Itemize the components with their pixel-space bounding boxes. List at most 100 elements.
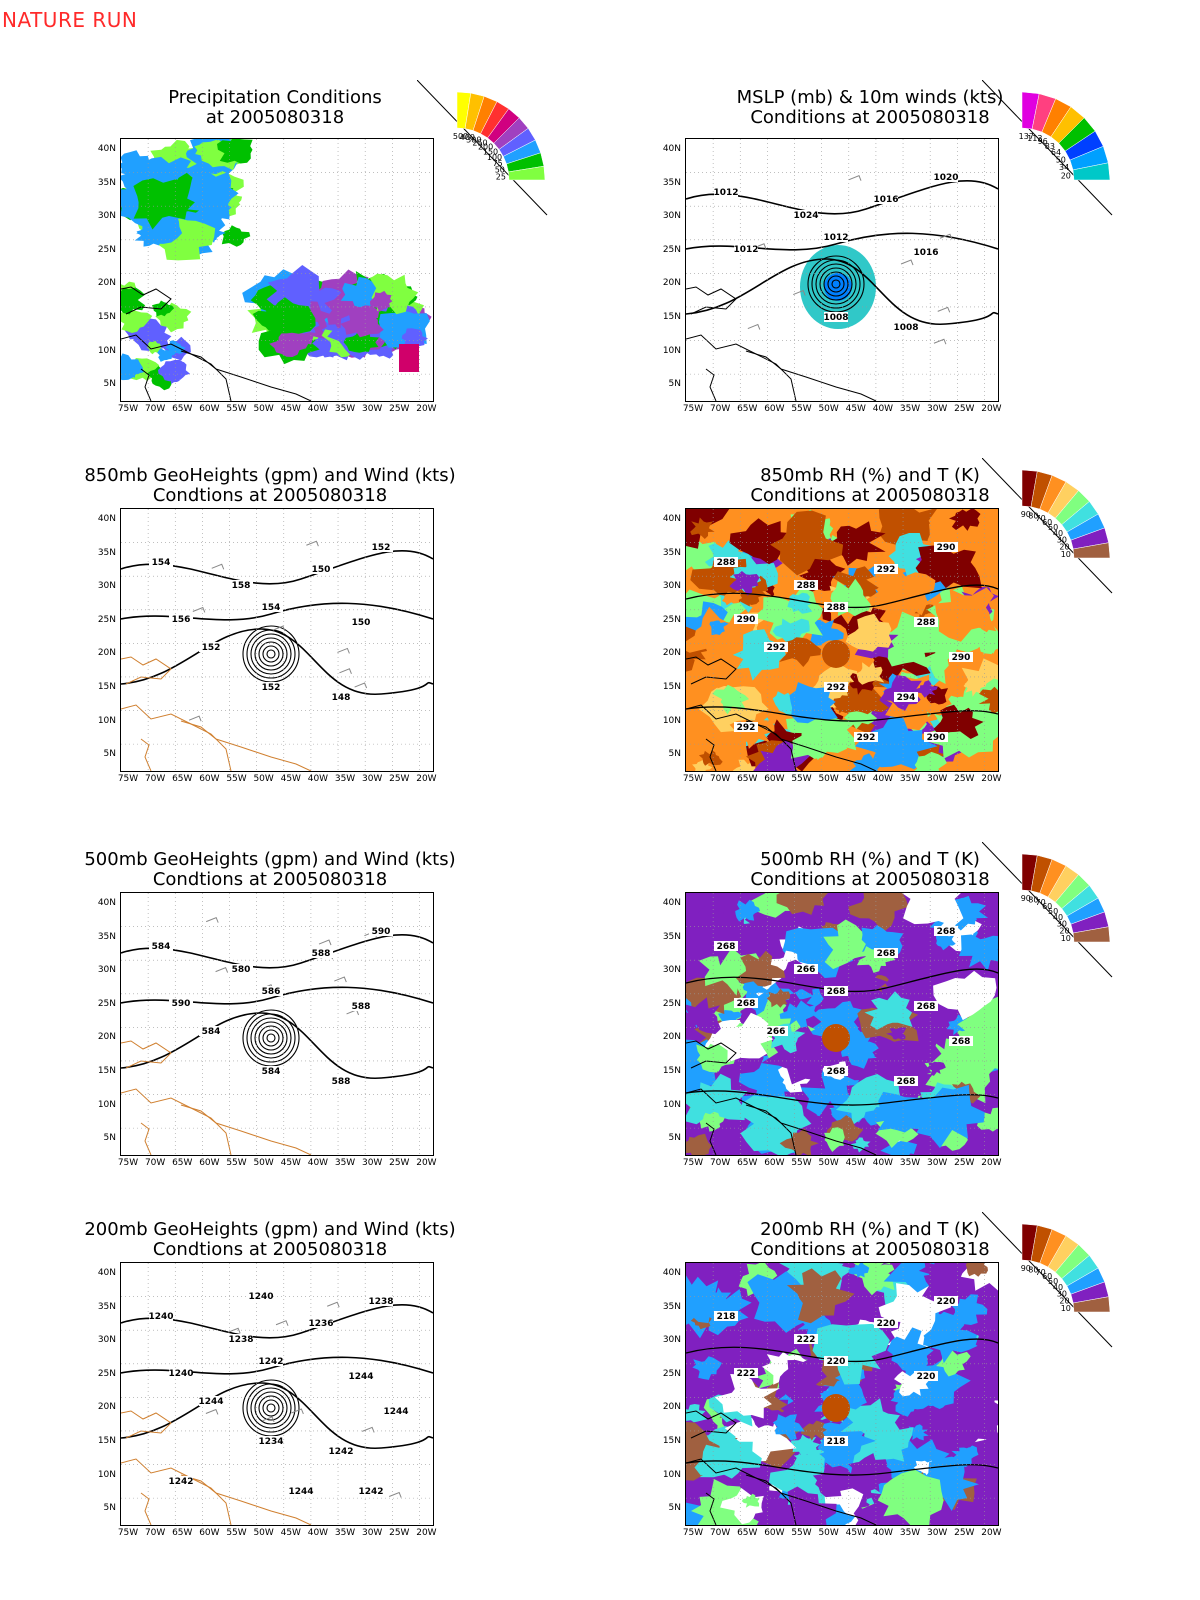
coastline xyxy=(745,1104,877,1155)
contour-label: 268 xyxy=(952,1037,971,1047)
legend-label: 300 xyxy=(466,135,481,144)
longitude-label: 70W xyxy=(144,774,166,784)
contour-label-bg xyxy=(934,542,958,552)
legend-label: 20 xyxy=(1059,543,1069,552)
legend-label: 60 xyxy=(1042,1272,1052,1281)
contour-label-bg xyxy=(329,1446,353,1456)
storm-contour xyxy=(250,1017,292,1059)
longitude-label: 75W xyxy=(117,1528,139,1538)
longitude-label: 45W xyxy=(280,1528,301,1538)
rh-area xyxy=(964,1354,998,1381)
wind-barb xyxy=(188,715,202,722)
contour-label: 268 xyxy=(917,1002,936,1012)
longitude-label: 20W xyxy=(416,1528,437,1538)
latitude-label: 40N xyxy=(97,144,116,154)
contour-label: 268 xyxy=(717,942,736,952)
longitude-label: 65W xyxy=(737,1158,758,1168)
map-canvas: 1240 1238 1236 1238 1240 1242 1244 1234 1242 1244… xyxy=(121,1263,433,1525)
storm-contour xyxy=(254,1391,288,1425)
longitude-label: 45W xyxy=(845,404,866,414)
contour-label: 222 xyxy=(797,1335,816,1345)
latitude-label: 20N xyxy=(662,648,681,659)
legend-label: 200 xyxy=(478,143,493,152)
latitude-label: 30N xyxy=(97,1335,116,1346)
latitude-label: 10N xyxy=(662,1099,681,1110)
coastline xyxy=(705,1122,717,1155)
coastline xyxy=(121,1040,172,1069)
longitude-label: 55W xyxy=(226,1158,247,1168)
contour-label: 1242 xyxy=(358,1487,383,1497)
contour-label: 150 xyxy=(312,565,331,575)
legend-label: 25 xyxy=(496,173,506,182)
rh-area xyxy=(975,624,998,655)
longitude-label: 25W xyxy=(389,774,410,784)
latitude-label: 10N xyxy=(662,715,681,726)
legend-swatch xyxy=(1072,162,1111,181)
rh-area xyxy=(789,682,838,724)
contour-label-bg xyxy=(914,1371,938,1381)
latitude-label: 5N xyxy=(103,379,116,390)
longitude-label: 45W xyxy=(845,1528,866,1538)
contour-label: 1244 xyxy=(288,1487,313,1497)
wind-barb xyxy=(900,259,914,266)
wind-barb xyxy=(937,306,951,313)
longitude-label: 55W xyxy=(791,404,812,414)
longitude-label: 30W xyxy=(926,774,948,784)
panel-title: 200mb RH (%) and T (K) Conditions at 2005… xyxy=(660,1220,1080,1260)
legend-label: 20 xyxy=(1059,1297,1069,1306)
coastline xyxy=(121,286,172,315)
longitude-label: 75W xyxy=(117,1158,139,1168)
rh-area xyxy=(686,1404,708,1423)
contour-label: 590 xyxy=(372,927,391,937)
contour-label: 220 xyxy=(827,1357,846,1367)
rh-area xyxy=(947,1020,998,1072)
wind-barb xyxy=(747,323,761,330)
legend-label: 50 xyxy=(1048,907,1058,916)
legend-label: 83 xyxy=(1045,142,1055,151)
contour-label-bg xyxy=(369,542,393,552)
wind-barb xyxy=(205,1408,219,1415)
rh-area xyxy=(964,677,987,697)
latitude-label: 10N xyxy=(97,345,116,356)
precip-area xyxy=(152,300,175,317)
legend-diagonal xyxy=(982,458,1113,594)
longitude-label: 60W xyxy=(764,1528,785,1538)
rh-area xyxy=(779,637,822,667)
coastline xyxy=(121,656,172,685)
wind-barb xyxy=(215,966,229,973)
contour-label-bg xyxy=(854,732,878,742)
contour-label-bg xyxy=(714,557,738,567)
contour-label: 220 xyxy=(877,1319,896,1329)
longitude-label: 25W xyxy=(954,1528,975,1538)
contour-label: 152 xyxy=(262,683,281,693)
panel-title-line2: Condtions at 2005080318 xyxy=(152,869,388,890)
rh-area xyxy=(686,997,721,1035)
contour-label-bg xyxy=(914,247,938,257)
rh-area xyxy=(856,1263,895,1291)
longitude-label: 35W xyxy=(334,1528,356,1538)
wind-barb xyxy=(275,1320,289,1326)
latitude-label: 10N xyxy=(97,715,116,726)
longitude-label: 30W xyxy=(361,774,383,784)
contour-label-bg xyxy=(309,948,333,958)
panel-title-line1: Precipitation Conditions xyxy=(168,87,382,108)
contour-label-bg xyxy=(199,1396,223,1406)
legend-label: 60 xyxy=(1042,518,1052,527)
latitude-label: 40N xyxy=(662,144,681,154)
wind-barb xyxy=(306,540,319,547)
legend-label: 80 xyxy=(1028,1266,1038,1275)
legend-label: 137 xyxy=(1019,132,1034,141)
precip-area xyxy=(147,340,162,355)
rh-area xyxy=(886,1027,907,1040)
contour-label: 222 xyxy=(737,1369,756,1379)
wind-core xyxy=(824,273,852,301)
legend-label: 70 xyxy=(1036,898,1046,907)
contour-label-bg xyxy=(714,1311,738,1321)
contour-label: 152 xyxy=(202,643,221,653)
latitude-label: 15N xyxy=(97,1435,116,1446)
wind-barb xyxy=(327,1301,340,1308)
rh-area xyxy=(915,545,982,589)
legend-label: 50 xyxy=(1056,155,1066,164)
legend-label: 500 xyxy=(453,132,468,141)
legend-label: 40 xyxy=(1053,913,1063,922)
